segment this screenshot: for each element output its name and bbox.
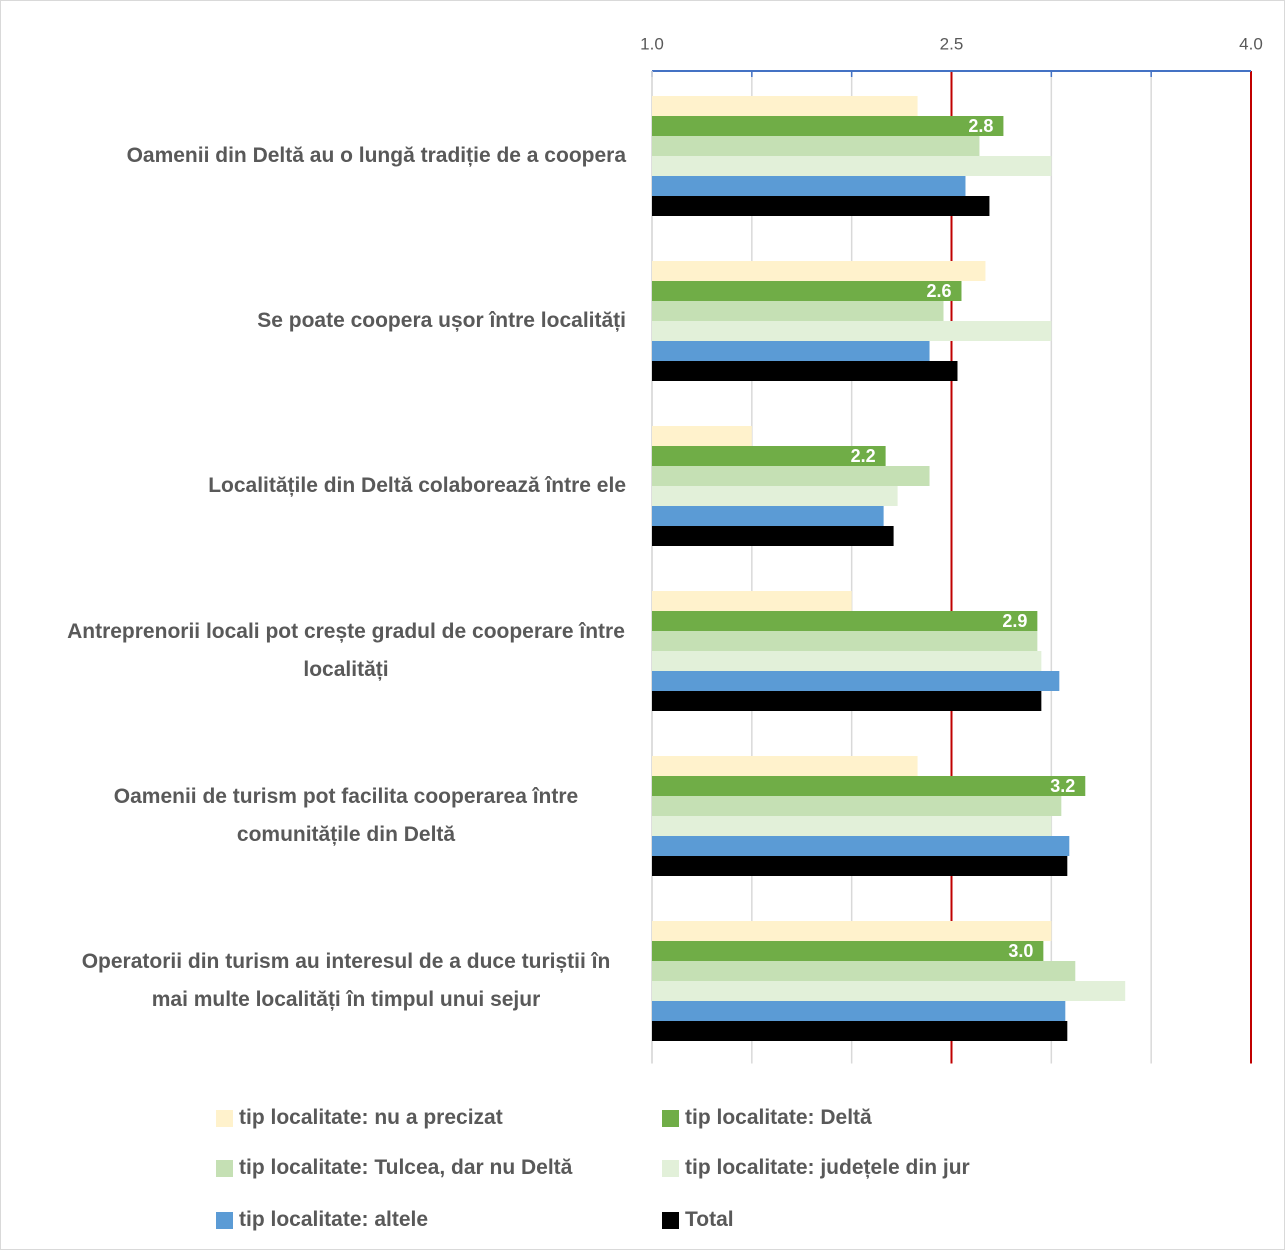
bar	[652, 591, 852, 611]
bar	[652, 816, 1052, 836]
bar	[652, 466, 930, 486]
bar	[652, 836, 1070, 856]
legend-label: tip localitate: Deltă	[685, 1106, 872, 1129]
data-label: 2.9	[1002, 611, 1027, 631]
bar	[652, 526, 894, 546]
legend-swatch	[662, 1159, 679, 1177]
bar	[652, 611, 1038, 631]
legend-swatch	[662, 1109, 679, 1127]
legend-item: tip localitate: județele din jur	[662, 1154, 970, 1182]
bar	[652, 156, 1052, 176]
bar	[652, 1001, 1066, 1021]
legend-label: Total	[685, 1208, 734, 1231]
bar	[652, 281, 962, 301]
legend-swatch	[216, 1211, 233, 1229]
category-label: Oamenii de turism pot facilita cooperare…	[21, 734, 626, 899]
bar	[652, 426, 752, 446]
bar	[652, 1021, 1068, 1041]
bar	[652, 196, 990, 216]
bar	[652, 756, 918, 776]
bar	[652, 96, 918, 116]
data-label: 2.6	[926, 281, 951, 301]
bar	[652, 136, 980, 156]
bar	[652, 981, 1126, 1001]
legend-label: tip localitate: județele din jur	[685, 1156, 970, 1179]
data-label: 2.2	[851, 446, 876, 466]
bar	[652, 261, 986, 281]
bar	[652, 321, 1052, 341]
legend-swatch	[662, 1211, 679, 1229]
bar	[652, 671, 1060, 691]
bar	[652, 961, 1076, 981]
category-label-text: Se poate coopera ușor între localități	[257, 309, 626, 332]
category-label: Se poate coopera ușor între localități	[21, 239, 626, 404]
bar	[652, 776, 1086, 796]
legend-item: tip localitate: Deltă	[662, 1104, 872, 1132]
x-tick-label: 2.5	[940, 34, 964, 53]
category-label: Antreprenorii locali pot crește gradul d…	[21, 569, 626, 734]
data-label: 3.2	[1050, 776, 1075, 796]
bar	[652, 921, 1052, 941]
data-label: 2.8	[968, 116, 993, 136]
legend-item: tip localitate: Tulcea, dar nu Deltă	[216, 1154, 572, 1182]
legend-item: tip localitate: nu a precizat	[216, 1104, 503, 1132]
bar	[652, 651, 1042, 671]
category-label-text: Antreprenorii locali pot crește gradul d…	[67, 620, 625, 681]
category-label: Oamenii din Deltă au o lungă tradiție de…	[21, 74, 626, 239]
bar	[652, 856, 1068, 876]
category-label: Localitățile din Deltă colaborează între…	[21, 404, 626, 569]
category-label-text: Oamenii din Deltă au o lungă tradiție de…	[126, 144, 626, 167]
legend-item: Total	[662, 1206, 734, 1234]
x-tick-label: 4.0	[1239, 34, 1263, 53]
bar	[652, 341, 930, 361]
legend-label: tip localitate: nu a precizat	[239, 1106, 503, 1129]
bar	[652, 631, 1038, 651]
bar	[652, 941, 1044, 961]
category-label-text: Operatorii din turism au interesul de a …	[81, 950, 611, 1011]
bar	[652, 446, 886, 466]
legend-swatch	[216, 1159, 233, 1177]
category-label: Operatorii din turism au interesul de a …	[21, 899, 626, 1064]
x-tick-label: 1.0	[640, 34, 664, 53]
bar	[652, 176, 966, 196]
bar	[652, 116, 1004, 136]
data-label: 3.0	[1008, 941, 1033, 961]
bar	[652, 506, 884, 526]
legend-item: tip localitate: altele	[216, 1206, 428, 1234]
bar	[652, 361, 958, 381]
bar	[652, 301, 944, 321]
bar	[652, 796, 1062, 816]
legend-label: tip localitate: Tulcea, dar nu Deltă	[239, 1156, 573, 1179]
legend-swatch	[216, 1109, 233, 1127]
legend-label: tip localitate: altele	[239, 1208, 429, 1231]
bar	[652, 486, 898, 506]
bar	[652, 691, 1042, 711]
category-label-text: Localitățile din Deltă colaborează între…	[208, 474, 626, 497]
category-label-text: Oamenii de turism pot facilita cooperare…	[113, 785, 579, 846]
